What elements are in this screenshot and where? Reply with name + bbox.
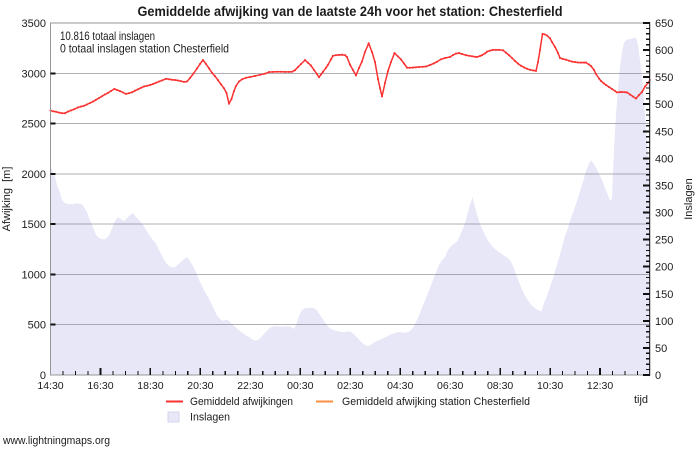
svg-text:Gemiddeld afwijking station Ch: Gemiddeld afwijking station Chesterfield xyxy=(342,396,530,408)
svg-text:400: 400 xyxy=(655,153,673,165)
svg-text:550: 550 xyxy=(655,72,673,84)
svg-text:Gemiddelde afwijking van de la: Gemiddelde afwijking van de laatste 24h … xyxy=(138,4,563,19)
svg-text:2500: 2500 xyxy=(22,119,46,131)
svg-text:02:30: 02:30 xyxy=(337,380,363,392)
svg-text:Inslagen: Inslagen xyxy=(190,412,230,424)
svg-text:0: 0 xyxy=(655,370,661,382)
svg-text:500: 500 xyxy=(28,320,46,332)
svg-text:50: 50 xyxy=(655,343,667,355)
svg-text:1000: 1000 xyxy=(22,269,46,281)
svg-text:3000: 3000 xyxy=(22,68,46,80)
svg-text:3500: 3500 xyxy=(22,18,46,30)
svg-text:www.lightningmaps.org: www.lightningmaps.org xyxy=(2,435,110,447)
svg-text:300: 300 xyxy=(655,208,673,220)
svg-text:100: 100 xyxy=(655,316,673,328)
svg-text:04:30: 04:30 xyxy=(387,380,413,392)
svg-text:2000: 2000 xyxy=(22,169,46,181)
svg-text:0: 0 xyxy=(40,370,46,382)
svg-text:250: 250 xyxy=(655,235,673,247)
svg-text:14:30: 14:30 xyxy=(37,380,63,392)
svg-text:22:30: 22:30 xyxy=(237,380,263,392)
svg-text:0 totaal inslagen station Ches: 0 totaal inslagen station Chesterfield xyxy=(60,42,229,56)
svg-text:600: 600 xyxy=(655,45,673,57)
svg-text:Afwijking [m]: Afwijking [m] xyxy=(1,167,13,232)
svg-text:tijd: tijd xyxy=(634,394,648,406)
svg-text:650: 650 xyxy=(655,18,673,30)
svg-text:10.816 totaal inslagen: 10.816 totaal inslagen xyxy=(60,29,155,43)
svg-text:350: 350 xyxy=(655,180,673,192)
svg-text:150: 150 xyxy=(655,289,673,301)
svg-text:08:30: 08:30 xyxy=(487,380,513,392)
svg-text:450: 450 xyxy=(655,126,673,138)
svg-text:200: 200 xyxy=(655,262,673,274)
svg-text:16:30: 16:30 xyxy=(87,380,113,392)
svg-text:500: 500 xyxy=(655,99,673,111)
svg-text:12:30: 12:30 xyxy=(587,380,613,392)
svg-text:1500: 1500 xyxy=(22,219,46,231)
svg-text:10:30: 10:30 xyxy=(537,380,563,392)
svg-text:20:30: 20:30 xyxy=(187,380,213,392)
svg-text:06:30: 06:30 xyxy=(437,380,463,392)
svg-text:18:30: 18:30 xyxy=(137,380,163,392)
svg-text:Inslagen: Inslagen xyxy=(683,178,695,220)
svg-text:00:30: 00:30 xyxy=(287,380,313,392)
svg-text:Gemiddeld afwijkingen: Gemiddeld afwijkingen xyxy=(190,396,293,408)
